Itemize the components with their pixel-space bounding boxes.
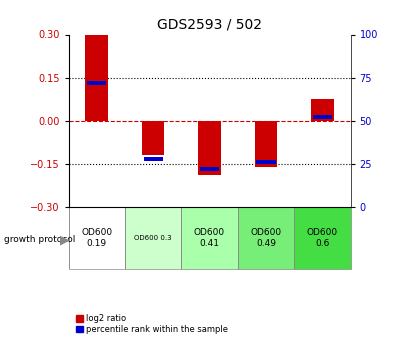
Bar: [143, 157, 163, 161]
Text: OD600
0.41: OD600 0.41: [194, 228, 225, 248]
Bar: [200, 167, 219, 171]
Bar: [198, 121, 221, 175]
Bar: [87, 81, 106, 85]
Bar: [85, 34, 108, 121]
Bar: [256, 160, 276, 164]
Text: OD600 0.3: OD600 0.3: [134, 235, 172, 241]
Text: growth protocol: growth protocol: [4, 235, 75, 244]
Bar: [255, 121, 277, 167]
Bar: [311, 99, 334, 121]
Legend: log2 ratio, percentile rank within the sample: log2 ratio, percentile rank within the s…: [73, 311, 231, 337]
Bar: [294, 207, 351, 269]
Text: OD600
0.49: OD600 0.49: [250, 228, 282, 248]
Text: OD600
0.19: OD600 0.19: [81, 228, 112, 248]
Title: GDS2593 / 502: GDS2593 / 502: [157, 18, 262, 32]
Bar: [313, 115, 332, 119]
Text: OD600
0.6: OD600 0.6: [307, 228, 338, 248]
Bar: [142, 121, 164, 155]
Bar: [125, 207, 181, 269]
Bar: [69, 207, 125, 269]
Bar: [181, 207, 238, 269]
Bar: [238, 207, 294, 269]
Text: ▶: ▶: [60, 233, 69, 246]
